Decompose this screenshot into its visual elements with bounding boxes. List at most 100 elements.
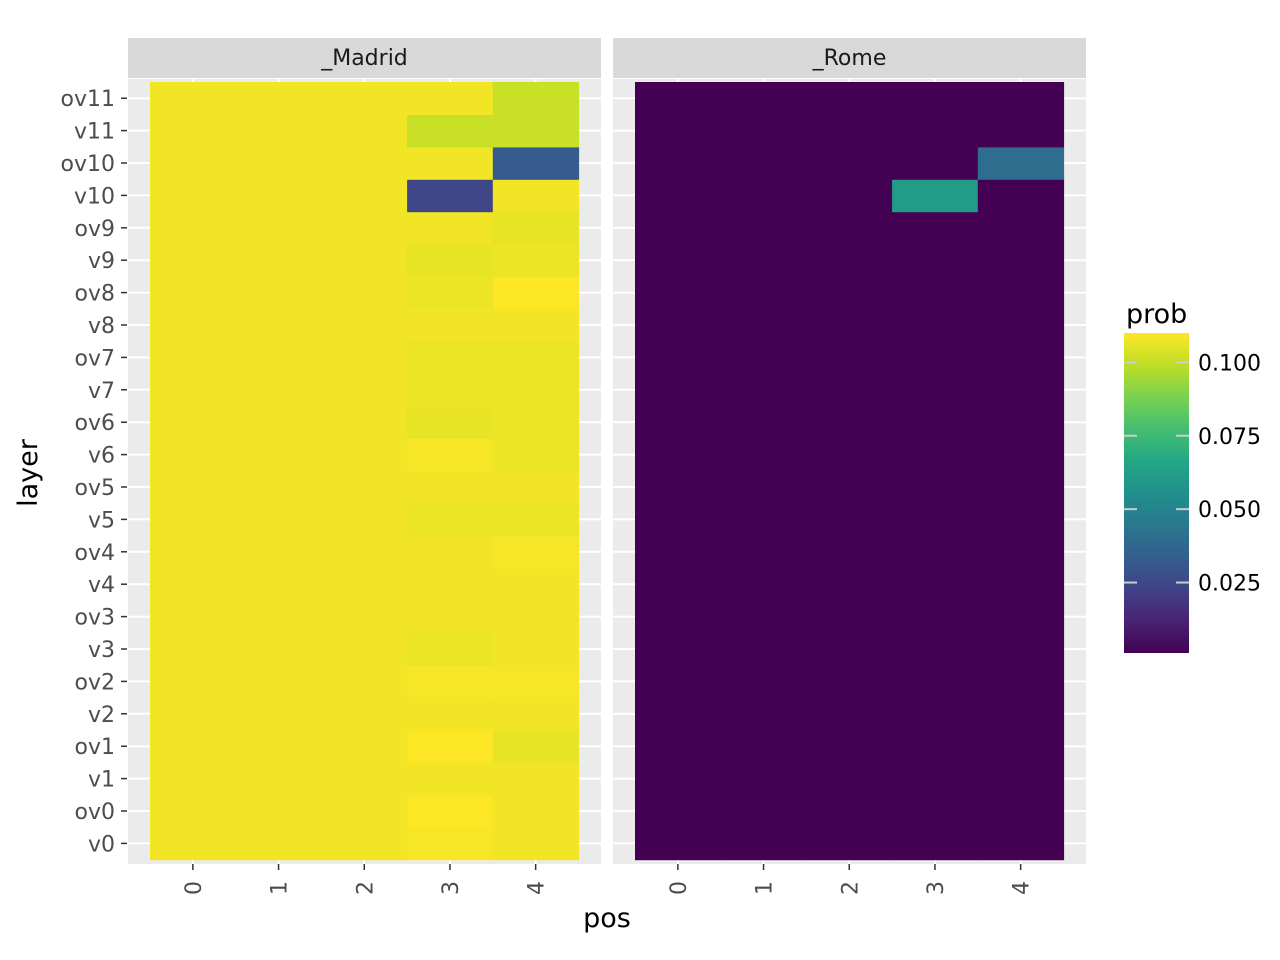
heatmap-cell [321, 762, 408, 796]
heatmap-cell [892, 600, 979, 634]
heatmap-cell [806, 665, 893, 699]
heatmap-cell [492, 114, 580, 148]
heatmap-cell [635, 406, 722, 439]
heatmap-cell [492, 276, 580, 310]
heatmap-cell [635, 568, 722, 601]
x-tick-label: 0 [667, 881, 692, 895]
heatmap-cell [407, 697, 494, 731]
facet-strip [613, 38, 1086, 78]
heatmap-cell [806, 146, 893, 180]
heatmap-cell [720, 632, 807, 666]
heatmap-cell [492, 632, 580, 666]
heatmap-cell [492, 535, 580, 569]
heatmap-cell [150, 308, 237, 342]
heatmap-cell [235, 179, 322, 213]
heatmap-cell [492, 827, 580, 861]
facet-panel: _Madrid [128, 38, 601, 864]
heatmap-cell [635, 276, 722, 310]
heatmap-cell [407, 438, 494, 472]
y-tick-label: v0 [88, 832, 115, 857]
y-tick-label: v11 [74, 120, 115, 145]
heatmap-cell [321, 568, 408, 601]
y-tick-label: ov5 [75, 476, 115, 501]
heatmap-cell [492, 406, 580, 439]
heatmap-cell [407, 665, 494, 699]
heatmap-cell [977, 568, 1065, 601]
heatmap-cell [977, 730, 1065, 763]
heatmap-cell [150, 276, 237, 310]
heatmap-cell [720, 179, 807, 213]
heatmap-cell [977, 697, 1065, 731]
heatmap-cell [892, 632, 979, 666]
heatmap-cell [321, 114, 408, 148]
heatmap-cell [150, 697, 237, 731]
heatmap-cell [977, 827, 1065, 861]
heatmap-cell [720, 406, 807, 439]
heatmap-cell [492, 665, 580, 699]
y-tick-label: ov2 [75, 670, 115, 695]
heatmap-cell [235, 114, 322, 148]
heatmap-cell [321, 438, 408, 472]
heatmap-cell [321, 341, 408, 375]
heatmap-cell [635, 697, 722, 731]
y-axis: v0 ov0 v1 ov1 v2 ov2 v3 ov3 v4 ov4 v5 ov5 v6 ov6 v7 ov7… [61, 87, 127, 857]
heatmap-cell [492, 438, 580, 472]
x-tick-label: 0 [182, 881, 207, 895]
heatmap-cell [720, 697, 807, 731]
heatmap-cell [892, 697, 979, 731]
heatmap-cell [635, 82, 722, 115]
heatmap-cell [407, 406, 494, 439]
heatmap-cell [235, 503, 322, 537]
heatmap-cell [720, 211, 807, 245]
heatmap-cell [635, 632, 722, 666]
y-axis-title: layer [13, 438, 44, 507]
heatmap-cell [635, 730, 722, 763]
y-tick-label: v10 [74, 184, 115, 209]
heatmap-cell [150, 762, 237, 796]
heatmap-cell [720, 438, 807, 472]
heatmap-cell [321, 406, 408, 439]
heatmap-cell [321, 146, 408, 180]
x-tick-label: 3 [924, 881, 949, 895]
heatmap-cell [635, 470, 722, 504]
heatmap-cell [407, 827, 494, 861]
heatmap-cell [321, 794, 408, 828]
heatmap-cell [892, 276, 979, 310]
heatmap-cell [720, 568, 807, 601]
heatmap-cell [720, 535, 807, 569]
heatmap-cell [720, 503, 807, 537]
heatmap-cell [150, 503, 237, 537]
y-tick-label: ov3 [75, 606, 115, 631]
heatmap-cell [720, 600, 807, 634]
heatmap-cell [150, 82, 237, 115]
heatmap-cell [635, 535, 722, 569]
heatmap-cell [977, 276, 1065, 310]
facet-strip [128, 38, 601, 78]
heatmap-cell [635, 211, 722, 245]
heatmap-cell [977, 114, 1065, 148]
heatmap-cell [806, 535, 893, 569]
legend-ticks: 0.025 0.050 0.075 0.100 [1124, 351, 1261, 597]
heatmap-cell [235, 697, 322, 731]
heatmap-cell [806, 697, 893, 731]
heatmap-cell [806, 730, 893, 763]
heatmap-cell [235, 762, 322, 796]
legend-title: prob [1126, 299, 1187, 330]
heatmap-cell [321, 730, 408, 763]
heatmap-cell [407, 114, 494, 148]
heatmap-cell [977, 665, 1065, 699]
heatmap-cell [635, 179, 722, 213]
heatmap-cell [720, 244, 807, 277]
heatmap-cell [806, 438, 893, 472]
heatmap-cell [977, 632, 1065, 666]
heatmap-cell [321, 179, 408, 213]
heatmap-cell [892, 794, 979, 828]
heatmap-cell [806, 211, 893, 245]
legend-tick-label: 0.100 [1198, 351, 1261, 376]
heatmap-cell [321, 600, 408, 634]
y-tick-label: ov6 [75, 411, 115, 436]
heatmap-cell [635, 665, 722, 699]
legend-tick-label: 0.025 [1198, 572, 1261, 597]
heatmap-cell [407, 341, 494, 375]
heatmap-cell [235, 632, 322, 666]
